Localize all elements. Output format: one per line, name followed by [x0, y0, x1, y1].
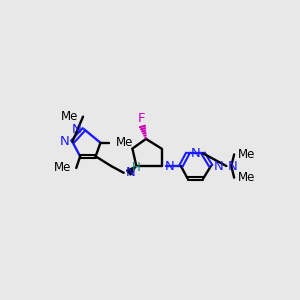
Text: Me: Me: [54, 161, 71, 175]
Text: N: N: [227, 160, 237, 172]
Polygon shape: [127, 166, 136, 175]
Text: N: N: [126, 166, 135, 179]
Text: N: N: [71, 123, 81, 136]
Text: N: N: [164, 160, 174, 172]
Text: Me: Me: [61, 110, 78, 123]
Text: N: N: [214, 160, 224, 172]
Text: N: N: [190, 147, 200, 160]
Text: N: N: [60, 135, 70, 148]
Text: Me: Me: [116, 136, 133, 149]
Text: F: F: [137, 112, 145, 125]
Text: H: H: [131, 161, 140, 175]
Text: Me: Me: [238, 148, 255, 161]
Text: Me: Me: [238, 171, 255, 184]
